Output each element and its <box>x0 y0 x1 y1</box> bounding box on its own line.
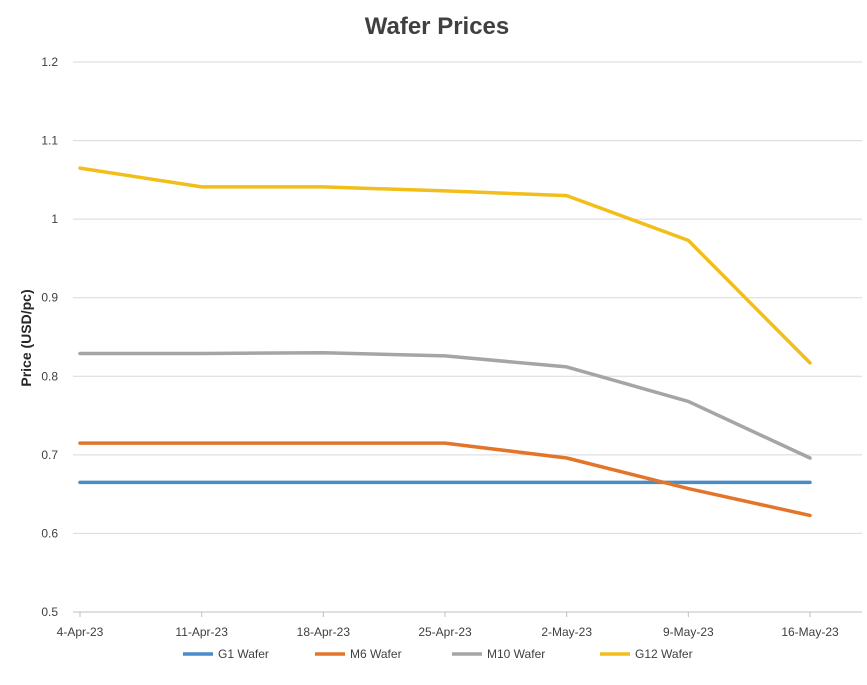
chart-title: Wafer Prices <box>365 13 510 40</box>
y-tick-label: 0.7 <box>41 448 58 462</box>
x-tick-label: 4-Apr-23 <box>57 625 104 639</box>
x-tick-label: 9-May-23 <box>663 625 714 639</box>
x-axis-ticks: 4-Apr-23 11-Apr-23 18-Apr-23 25-Apr-23 2-May… <box>57 612 839 639</box>
y-axis-label: Price (USD/pc) <box>18 289 34 386</box>
series-lines <box>78 166 812 518</box>
y-tick-label: 1.2 <box>41 55 58 69</box>
y-tick-label: 1 <box>51 212 58 226</box>
x-tick-label: 11-Apr-23 <box>175 625 228 639</box>
y-tick-label: 0.6 <box>41 526 58 540</box>
y-axis-ticks: 0.5 0.6 0.7 0.8 0.9 1 1.1 1.2 <box>41 55 58 619</box>
y-tick-label: 0.5 <box>41 605 58 619</box>
gridlines <box>73 61 862 613</box>
x-tick-label: 18-Apr-23 <box>297 625 351 639</box>
legend-label-m10-wafer: M10 Wafer <box>487 647 545 661</box>
y-tick-label: 0.8 <box>41 369 58 383</box>
legend: G1 Wafer M6 Wafer M10 Wafer G12 Wafer <box>183 647 693 661</box>
series-line-g12-wafer <box>78 166 812 365</box>
series-line-m10-wafer <box>78 350 812 460</box>
legend-label-g12-wafer: G12 Wafer <box>635 647 693 661</box>
legend-label-m6-wafer: M6 Wafer <box>350 647 402 661</box>
legend-label-g1-wafer: G1 Wafer <box>218 647 269 661</box>
series-line-m6-wafer <box>78 441 812 518</box>
y-tick-label: 0.9 <box>41 291 58 305</box>
x-tick-label: 16-May-23 <box>781 625 839 639</box>
x-tick-label: 2-May-23 <box>541 625 592 639</box>
y-tick-label: 1.1 <box>41 134 58 148</box>
x-tick-label: 25-Apr-23 <box>418 625 472 639</box>
